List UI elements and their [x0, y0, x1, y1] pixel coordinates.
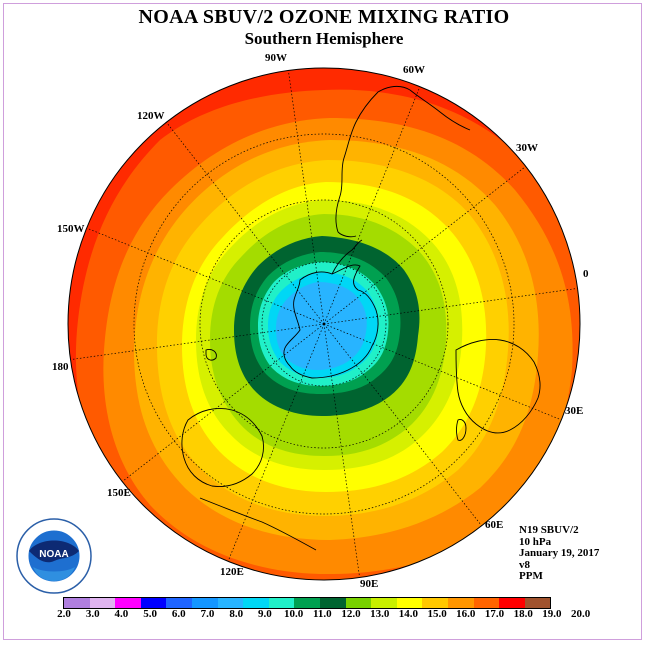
colorbar-swatch [447, 598, 474, 608]
colorbar-tick-label: 7.0 [200, 608, 215, 620]
longitude-line [323, 323, 562, 421]
version-label: v8 [519, 558, 530, 571]
australia-coast [181, 408, 264, 487]
colorbar-swatch [217, 598, 244, 608]
colorbar-swatch [371, 598, 397, 608]
africa-coast [455, 339, 541, 434]
latitude-circle [261, 261, 387, 387]
madagascar-coast [456, 419, 467, 441]
longitude-line [122, 323, 325, 482]
lon-label-30e: 30E [565, 405, 584, 417]
colorbar-swatch [268, 598, 295, 608]
date-label: January 19, 2017 [519, 547, 600, 559]
antarctica-coast [283, 264, 379, 379]
colorbar-tick-label: 16.0 [456, 608, 476, 620]
colorbar-swatch [64, 598, 90, 608]
colorbar-tick-label: 15.0 [427, 608, 447, 620]
colorbar-tick-label: 8.0 [229, 608, 244, 620]
colorbar-tick-label: 13.0 [370, 608, 390, 620]
units-label: PPM [519, 570, 543, 582]
colorbar-swatch [243, 598, 269, 608]
longitude-line [323, 86, 421, 325]
colorbar-swatch [396, 598, 423, 608]
lon-label-90e: 90E [360, 578, 379, 590]
longitude-line [323, 166, 526, 325]
colorbar-tick-label: 4.0 [114, 608, 129, 620]
colorbar-swatch [89, 598, 116, 608]
coastlines [181, 85, 541, 551]
colorbar-tick-label: 3.0 [85, 608, 100, 620]
colorbar [63, 597, 552, 609]
figure-frame [3, 3, 642, 640]
lon-label-60w: 60W [403, 64, 425, 76]
logo-text: NOAA [39, 549, 68, 560]
colorbar-tick-label: 6.0 [171, 608, 186, 620]
colorbar-swatch [115, 598, 141, 608]
lon-label-120e: 120E [220, 566, 244, 578]
ozone-band-8 [276, 282, 367, 370]
ozone-contour-fill [68, 68, 580, 580]
colorbar-tick-label: 2.0 [57, 608, 71, 620]
pressure-level-label: 10 hPa [519, 535, 552, 548]
latitude-circle [133, 133, 515, 515]
colorbar-tick-label: 9.0 [258, 608, 272, 620]
colorbar-swatch [294, 598, 320, 608]
lon-label-60e: 60E [485, 519, 504, 531]
longitude-line [288, 70, 325, 325]
new-zealand-coast [205, 349, 217, 361]
colorbar-tick-label: 11.0 [312, 608, 332, 620]
south-america-coast [335, 85, 471, 238]
longitude-line [86, 227, 325, 325]
colorbar-swatch [140, 598, 167, 608]
colorbar-tick-label: 20.0 [570, 608, 591, 620]
colorbar-swatch [422, 598, 448, 608]
longitude-line [323, 288, 578, 325]
antarctic-peninsula [331, 239, 363, 275]
noaa-logo-icon: NOAA [16, 518, 92, 594]
map-boundary [67, 67, 581, 581]
colorbar-tick-label: 19.0 [542, 608, 562, 620]
colorbar-swatch [499, 598, 525, 608]
metadata-block: N19 SBUV/2 10 hPa January 19, 2017 v8 PP… [519, 524, 600, 583]
map-title: NOAA SBUV/2 OZONE MIXING RATIO [138, 6, 510, 28]
colorbar-labels: 2.0 3.0 4.0 5.0 6.0 7.0 8.0 9.0 10.0 11.0 12.0 13.0… [0, 608, 648, 622]
lon-label-30w: 30W [516, 142, 538, 154]
colorbar-tick-label: 17.0 [484, 608, 505, 620]
longitude-line [323, 323, 482, 526]
colorbar-swatch [345, 598, 372, 608]
map-subtitle: Southern Hemisphere [244, 29, 404, 48]
lon-label-90w: 90W [265, 52, 287, 64]
colorbar-tick-label: 12.0 [341, 608, 361, 620]
lon-label-150e: 150E [107, 487, 131, 499]
colorbar-tick-label: 5.0 [143, 608, 157, 620]
lon-label-180: 180 [52, 361, 69, 373]
colorbar-swatch [319, 598, 346, 608]
colorbar-swatch [166, 598, 192, 608]
latitude-circle [199, 199, 449, 449]
colorbar-tick-label: 10.0 [283, 608, 304, 620]
indonesia-coast [199, 497, 317, 551]
colorbar-swatch [191, 598, 218, 608]
lon-label-120w: 120W [137, 110, 165, 122]
colorbar-tick-label: 14.0 [398, 608, 419, 620]
colorbar-tick-label: 18.0 [513, 608, 533, 620]
lon-label-0: 0 [583, 268, 589, 280]
longitude-line [70, 323, 325, 360]
longitude-line [323, 323, 360, 578]
colorbar-swatch [524, 598, 551, 608]
lon-label-150w: 150W [57, 223, 85, 235]
colorbar-swatch [473, 598, 500, 608]
longitude-line [227, 323, 325, 562]
satellite-label: N19 SBUV/2 [519, 524, 579, 536]
